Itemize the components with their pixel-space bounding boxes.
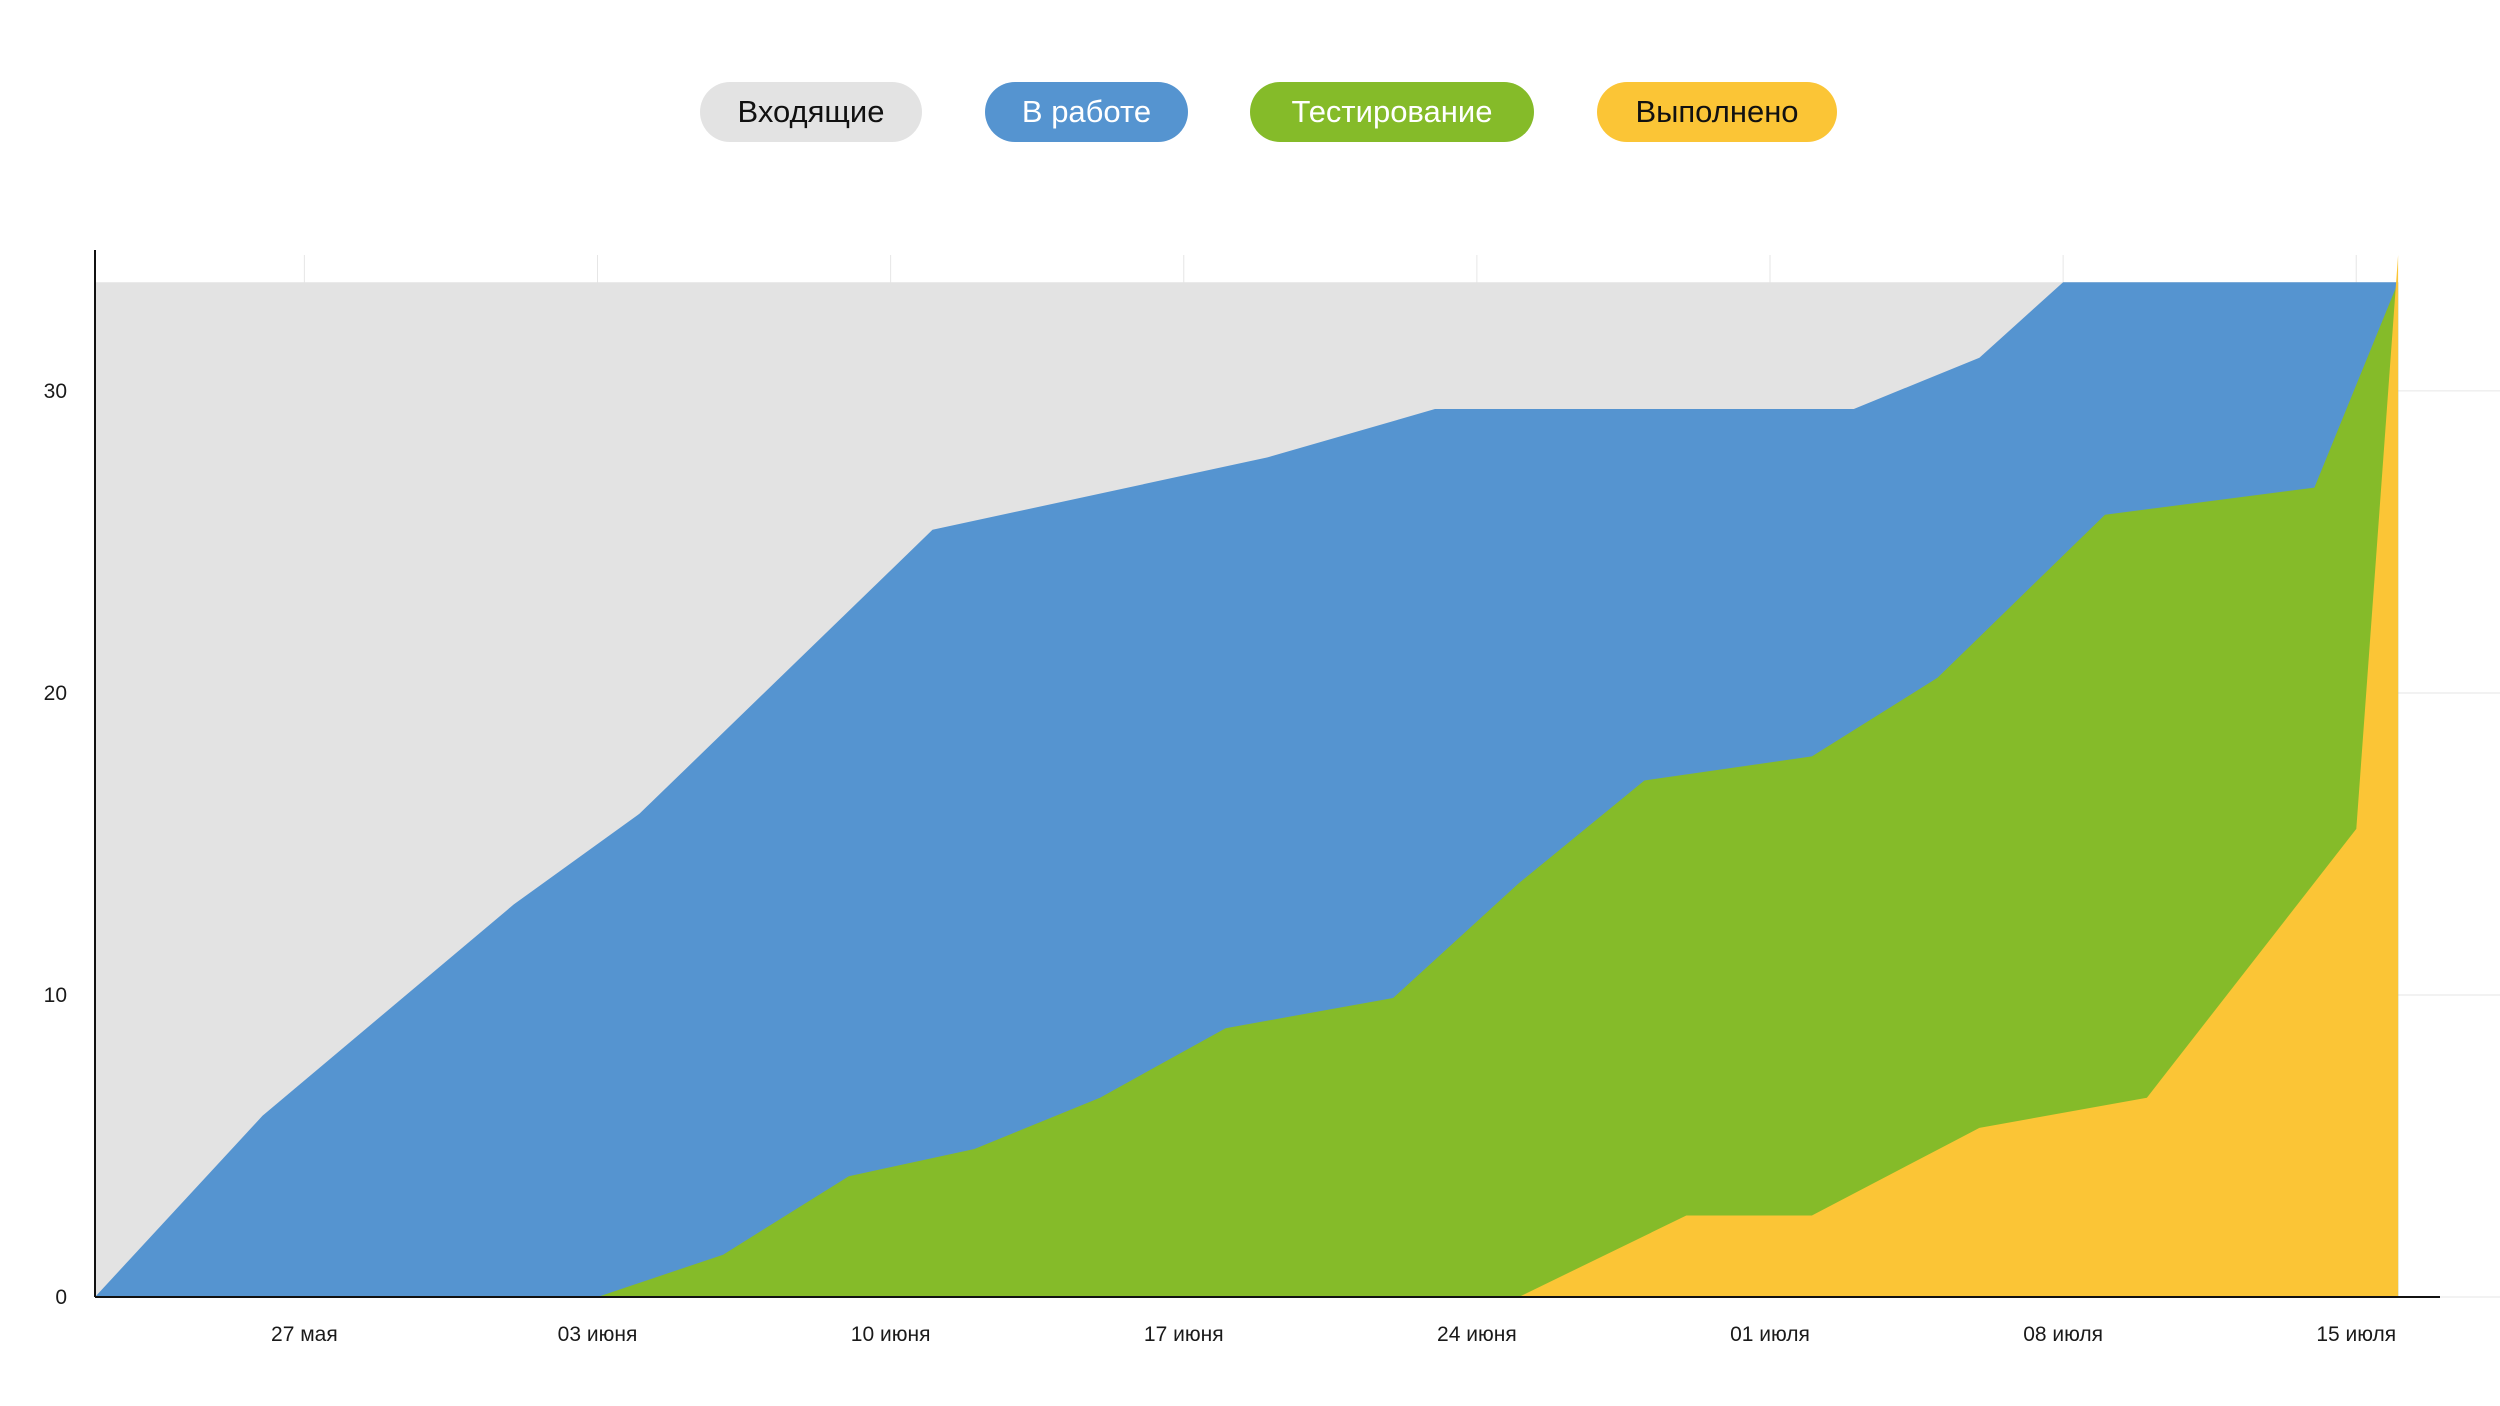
y-tick-label: 20 [44,682,67,705]
legend: Входящие В работе Тестирование Выполнено [0,82,2500,148]
legend-item-in-progress[interactable]: В работе [985,82,1188,142]
x-tick-label: 15 июля [2316,1323,2396,1346]
y-tick-label: 30 [44,380,67,403]
legend-item-done[interactable]: Выполнено [1597,82,1837,142]
x-tick-label: 03 июня [558,1323,638,1346]
y-tick-label: 10 [44,984,67,1007]
x-tick-label: 24 июня [1437,1323,1517,1346]
x-tick-label: 17 июня [1144,1323,1224,1346]
legend-item-incoming[interactable]: Входящие [700,82,922,142]
x-tick-label: 01 июля [1730,1323,1810,1346]
legend-item-testing[interactable]: Тестирование [1250,82,1534,142]
x-tick-label: 10 июня [851,1323,931,1346]
x-tick-label: 27 мая [271,1323,338,1346]
area-testing [597,282,2399,1297]
y-tick-label: 0 [55,1286,67,1309]
area-done [1518,255,2399,1297]
x-tick-label: 08 июля [2023,1323,2103,1346]
